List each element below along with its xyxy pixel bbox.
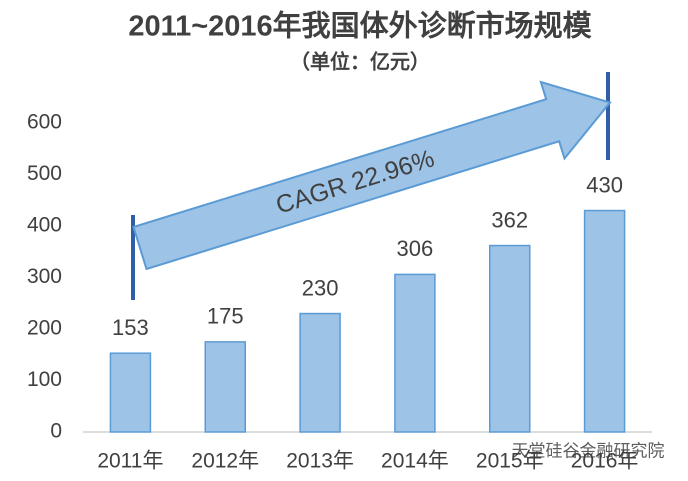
bar xyxy=(489,244,531,433)
bar xyxy=(299,312,341,433)
x-tick-label: 2016年 xyxy=(571,450,639,473)
y-tick-label: 500 xyxy=(27,162,62,185)
x-tick-label: 2015年 xyxy=(476,450,544,473)
bar xyxy=(583,209,626,433)
cagr-arrow: CAGR 22.96% xyxy=(132,80,612,271)
y-tick-label: 400 xyxy=(27,214,62,237)
chart-subtitle: （单位：亿元） xyxy=(290,49,430,73)
x-tick-label: 2014年 xyxy=(381,450,449,473)
bar xyxy=(394,273,436,433)
value-label: 153 xyxy=(112,315,149,340)
chart-title: 2011~2016年我国体外诊断市场规模 xyxy=(128,9,592,43)
y-tick-label: 0 xyxy=(50,420,62,443)
value-label: 230 xyxy=(302,275,339,300)
y-tick-label: 100 xyxy=(27,368,62,391)
value-label: 175 xyxy=(207,304,244,329)
x-tick-label: 2012年 xyxy=(191,450,259,473)
bar xyxy=(109,352,152,433)
arrow-shape xyxy=(132,80,612,271)
watermark: 天堂硅谷金融研究院 xyxy=(512,441,665,460)
y-tick-label: 200 xyxy=(27,317,62,340)
value-label: 430 xyxy=(586,172,623,197)
value-label: 362 xyxy=(491,207,528,232)
x-tick-label: 2013年 xyxy=(286,450,354,473)
bar xyxy=(204,341,246,433)
y-tick-label: 600 xyxy=(27,111,62,134)
x-tick-label: 2011年 xyxy=(97,450,163,473)
value-label: 306 xyxy=(397,236,434,261)
y-tick-label: 300 xyxy=(27,265,62,288)
